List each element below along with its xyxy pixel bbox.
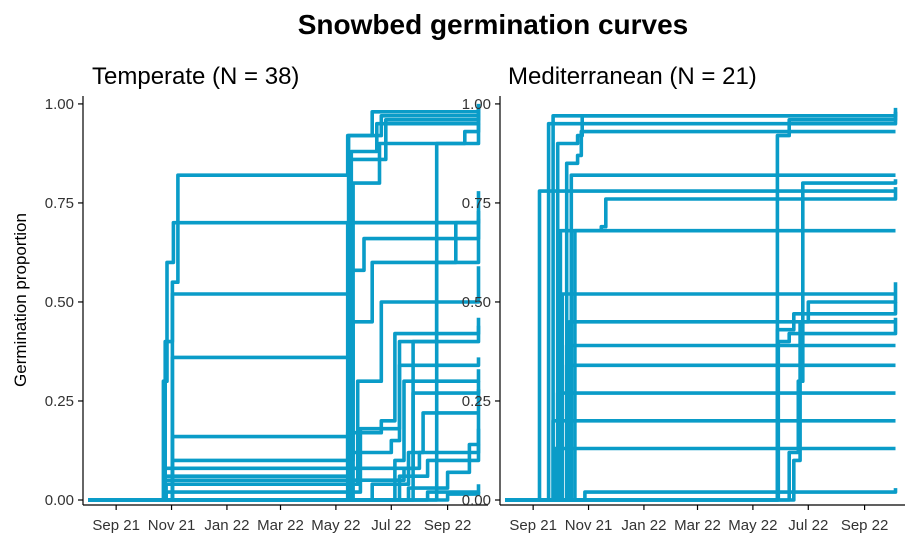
germination-curve	[88, 325, 481, 502]
germination-curve	[88, 107, 481, 502]
y-tick-label: 0.00	[462, 492, 491, 509]
y-tick-label: 1.00	[462, 96, 491, 113]
y-axis-label: Germination proportion	[11, 213, 30, 387]
germination-curve	[505, 282, 898, 502]
panel-mediterranean: Mediterranean (N = 21) 0.00 0.25 0.50 0.75 1…	[462, 63, 905, 534]
x-tick-label: Mar 22	[674, 517, 721, 534]
x-axis-mediterranean: Sep 21 Nov 21 Jan 22 Mar 22 May 22 Jul 22 Sep …	[500, 504, 905, 534]
germination-curve	[88, 111, 481, 502]
x-tick-label: May 22	[728, 517, 777, 534]
y-tick-label: 0.50	[45, 294, 74, 311]
x-tick-label: Sep 22	[424, 517, 472, 534]
panel-title-temperate: Temperate (N = 38)	[92, 63, 299, 90]
y-tick-label: 0.75	[45, 195, 74, 212]
x-tick-label: Jul 22	[788, 517, 828, 534]
germination-curve	[88, 123, 481, 502]
y-tick-label: 1.00	[45, 96, 74, 113]
x-tick-label: Jul 22	[371, 517, 411, 534]
x-axis-temperate: Sep 21 Nov 21 Jan 22 Mar 22 May 22 Jul 22 Sep …	[83, 504, 488, 534]
y-tick-label: 0.00	[45, 492, 74, 509]
panel-title-mediterranean: Mediterranean (N = 21)	[508, 63, 757, 90]
y-axis-temperate: 0.00 0.25 0.50 0.75 1.00	[45, 96, 84, 509]
y-tick-label: 0.75	[462, 195, 491, 212]
x-tick-label: Sep 21	[509, 517, 557, 534]
x-tick-label: Nov 21	[148, 517, 196, 534]
x-tick-label: Nov 21	[565, 517, 613, 534]
x-tick-label: Jan 22	[621, 517, 666, 534]
germination-curve	[88, 381, 481, 502]
y-tick-label: 0.25	[462, 393, 491, 410]
x-tick-label: Sep 22	[841, 517, 889, 534]
germination-curve	[505, 292, 896, 502]
germination-curve	[88, 492, 481, 502]
x-tick-label: May 22	[311, 517, 360, 534]
y-axis-mediterranean: 0.00 0.25 0.50 0.75 1.00	[462, 96, 501, 509]
curves-temperate	[88, 103, 481, 502]
x-tick-label: Mar 22	[257, 517, 304, 534]
germination-curve	[88, 107, 481, 502]
curves-mediterranean	[505, 107, 898, 502]
germination-curve	[505, 488, 898, 502]
x-tick-label: Sep 21	[92, 517, 140, 534]
panel-temperate: Temperate (N = 38) 0.000.250.500.751.00 …	[45, 63, 488, 534]
germination-curve	[88, 317, 481, 502]
y-tick-label: 0.25	[45, 393, 74, 410]
chart-title: Snowbed germination curves	[298, 9, 689, 40]
y-tick-label: 0.50	[462, 294, 491, 311]
x-tick-label: Jan 22	[204, 517, 249, 534]
